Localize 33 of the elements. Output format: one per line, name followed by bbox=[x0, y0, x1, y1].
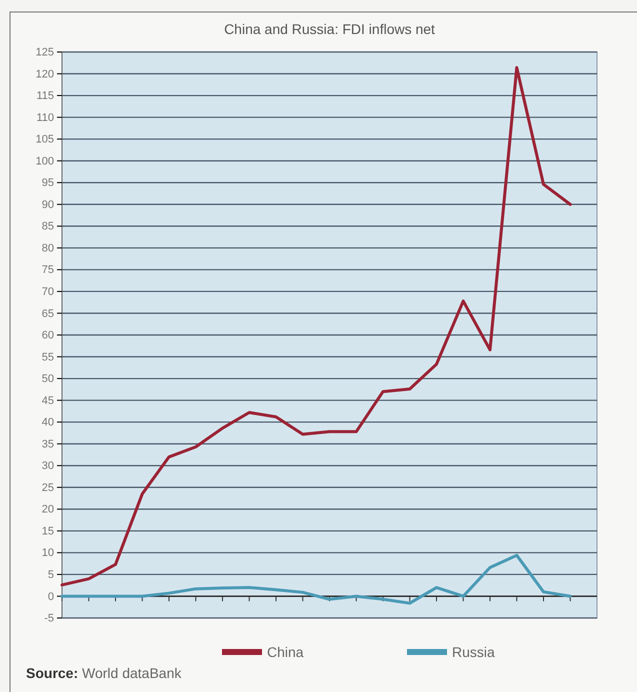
y-tick-label: 85 bbox=[42, 220, 54, 233]
line-series bbox=[60, 554, 572, 605]
y-tick-label: 125 bbox=[36, 46, 54, 59]
y-tick-label: 10 bbox=[42, 547, 54, 560]
y-tick-label: 45 bbox=[42, 394, 54, 407]
y-tick-label: 65 bbox=[42, 308, 54, 320]
y-tick-label: 70 bbox=[42, 286, 54, 298]
y-tick-label: 105 bbox=[36, 134, 54, 146]
y-tick-label: 30 bbox=[42, 460, 54, 472]
y-tick-label: 35 bbox=[42, 438, 54, 450]
y-tick-label: 120 bbox=[36, 68, 54, 80]
y-tick-label: 115 bbox=[36, 90, 54, 102]
y-tick-label: 80 bbox=[42, 242, 54, 254]
legend-label: Russia bbox=[452, 644, 496, 660]
y-tick-label: 75 bbox=[42, 264, 54, 276]
y-tick-label: 15 bbox=[42, 525, 54, 538]
y-tick-label: 20 bbox=[42, 504, 54, 516]
y-tick-label: 95 bbox=[42, 177, 54, 190]
line-series bbox=[60, 66, 572, 586]
y-tick-label: -5 bbox=[44, 612, 54, 625]
y-tick-label: 0 bbox=[48, 590, 54, 603]
y-tick-label: 25 bbox=[42, 482, 54, 494]
y-tick-label: 110 bbox=[36, 112, 54, 124]
y-tick-label: 60 bbox=[42, 330, 54, 342]
chart-title: China and Russia: FDI inflows net bbox=[224, 21, 436, 37]
source-note: Source: World dataBank bbox=[26, 665, 182, 681]
y-tick-label: 90 bbox=[42, 198, 54, 211]
y-tick-label: 40 bbox=[42, 416, 54, 429]
y-tick-label: 55 bbox=[42, 351, 54, 364]
legend-label: China bbox=[267, 644, 304, 660]
y-tick-label: 50 bbox=[42, 373, 54, 386]
y-tick-label: 5 bbox=[48, 568, 54, 581]
y-tick-label: 100 bbox=[36, 155, 54, 168]
